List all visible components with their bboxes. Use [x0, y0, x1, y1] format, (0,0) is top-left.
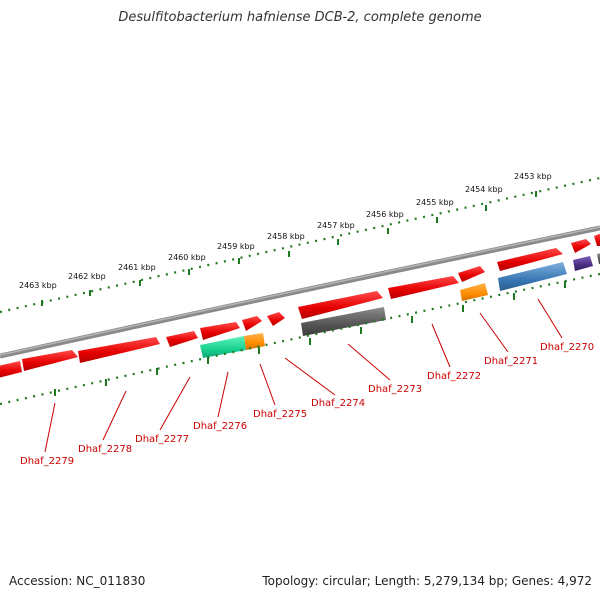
gene-forward	[242, 316, 262, 331]
gene-forward	[78, 337, 160, 363]
topology-text: Topology: circular; Length: 5,279,134 bp…	[262, 574, 592, 588]
coord-label: 2459 kbp	[217, 242, 255, 251]
coord-label: 2453 kbp	[514, 172, 552, 181]
gene-label: Dhaf_2273	[368, 384, 422, 395]
inner-major-ticks	[54, 281, 566, 396]
leader-lines	[44, 298, 563, 453]
gene-label: Dhaf_2272	[427, 371, 481, 382]
reverse-genes	[200, 253, 600, 358]
gene-cyan	[200, 336, 246, 358]
gene-forward	[298, 291, 383, 319]
gene-label: Dhaf_2271	[484, 356, 538, 367]
coord-label: 2462 kbp	[68, 272, 106, 281]
gene-forward	[594, 233, 600, 246]
gene-forward	[267, 312, 285, 326]
gene-label: Dhaf_2278	[78, 444, 132, 455]
coord-label: 2463 kbp	[19, 281, 57, 290]
gene-orange	[244, 333, 265, 350]
gene-forward	[200, 322, 240, 340]
gene-forward	[166, 331, 198, 347]
coordinate-labels: 2463 kbp 2462 kbp 2461 kbp 2460 kbp 2459…	[19, 172, 552, 290]
gene-gray	[301, 307, 386, 336]
gene-forward	[0, 361, 22, 378]
gene-forward	[388, 276, 459, 299]
genome-backbone-highlight	[0, 226, 600, 356]
outer-tick-ring	[0, 176, 600, 314]
accession-text: Accession: NC_011830	[9, 574, 146, 588]
gene-forward	[22, 350, 78, 371]
coord-label: 2456 kbp	[366, 210, 404, 219]
gene-gray	[597, 253, 600, 264]
gene-label: Dhaf_2279	[20, 456, 74, 467]
gene-labels: Dhaf_2279 Dhaf_2278 Dhaf_2277 Dhaf_2276 …	[20, 342, 594, 467]
coord-label: 2461 kbp	[118, 263, 156, 272]
gene-orange	[460, 283, 488, 301]
gene-blue	[498, 262, 567, 291]
outer-major-ticks	[41, 191, 537, 306]
genome-backbone	[0, 225, 600, 359]
coord-label: 2460 kbp	[168, 253, 206, 262]
gene-forward	[571, 239, 591, 253]
gene-label: Dhaf_2277	[135, 434, 189, 445]
gene-purple	[573, 256, 593, 271]
coord-label: 2457 kbp	[317, 221, 355, 230]
gene-label: Dhaf_2276	[193, 421, 247, 432]
gene-label: Dhaf_2274	[311, 398, 365, 409]
map-title: Desulfitobacterium hafniense DCB-2, comp…	[118, 10, 482, 25]
forward-genes	[0, 233, 600, 378]
gene-forward	[458, 266, 485, 282]
inner-tick-ring	[0, 272, 600, 406]
coord-label: 2454 kbp	[465, 185, 503, 194]
gene-label: Dhaf_2275	[253, 409, 307, 420]
coord-label: 2455 kbp	[416, 198, 454, 207]
gene-label: Dhaf_2270	[540, 342, 594, 353]
coord-label: 2458 kbp	[267, 232, 305, 241]
gene-forward	[497, 248, 563, 271]
